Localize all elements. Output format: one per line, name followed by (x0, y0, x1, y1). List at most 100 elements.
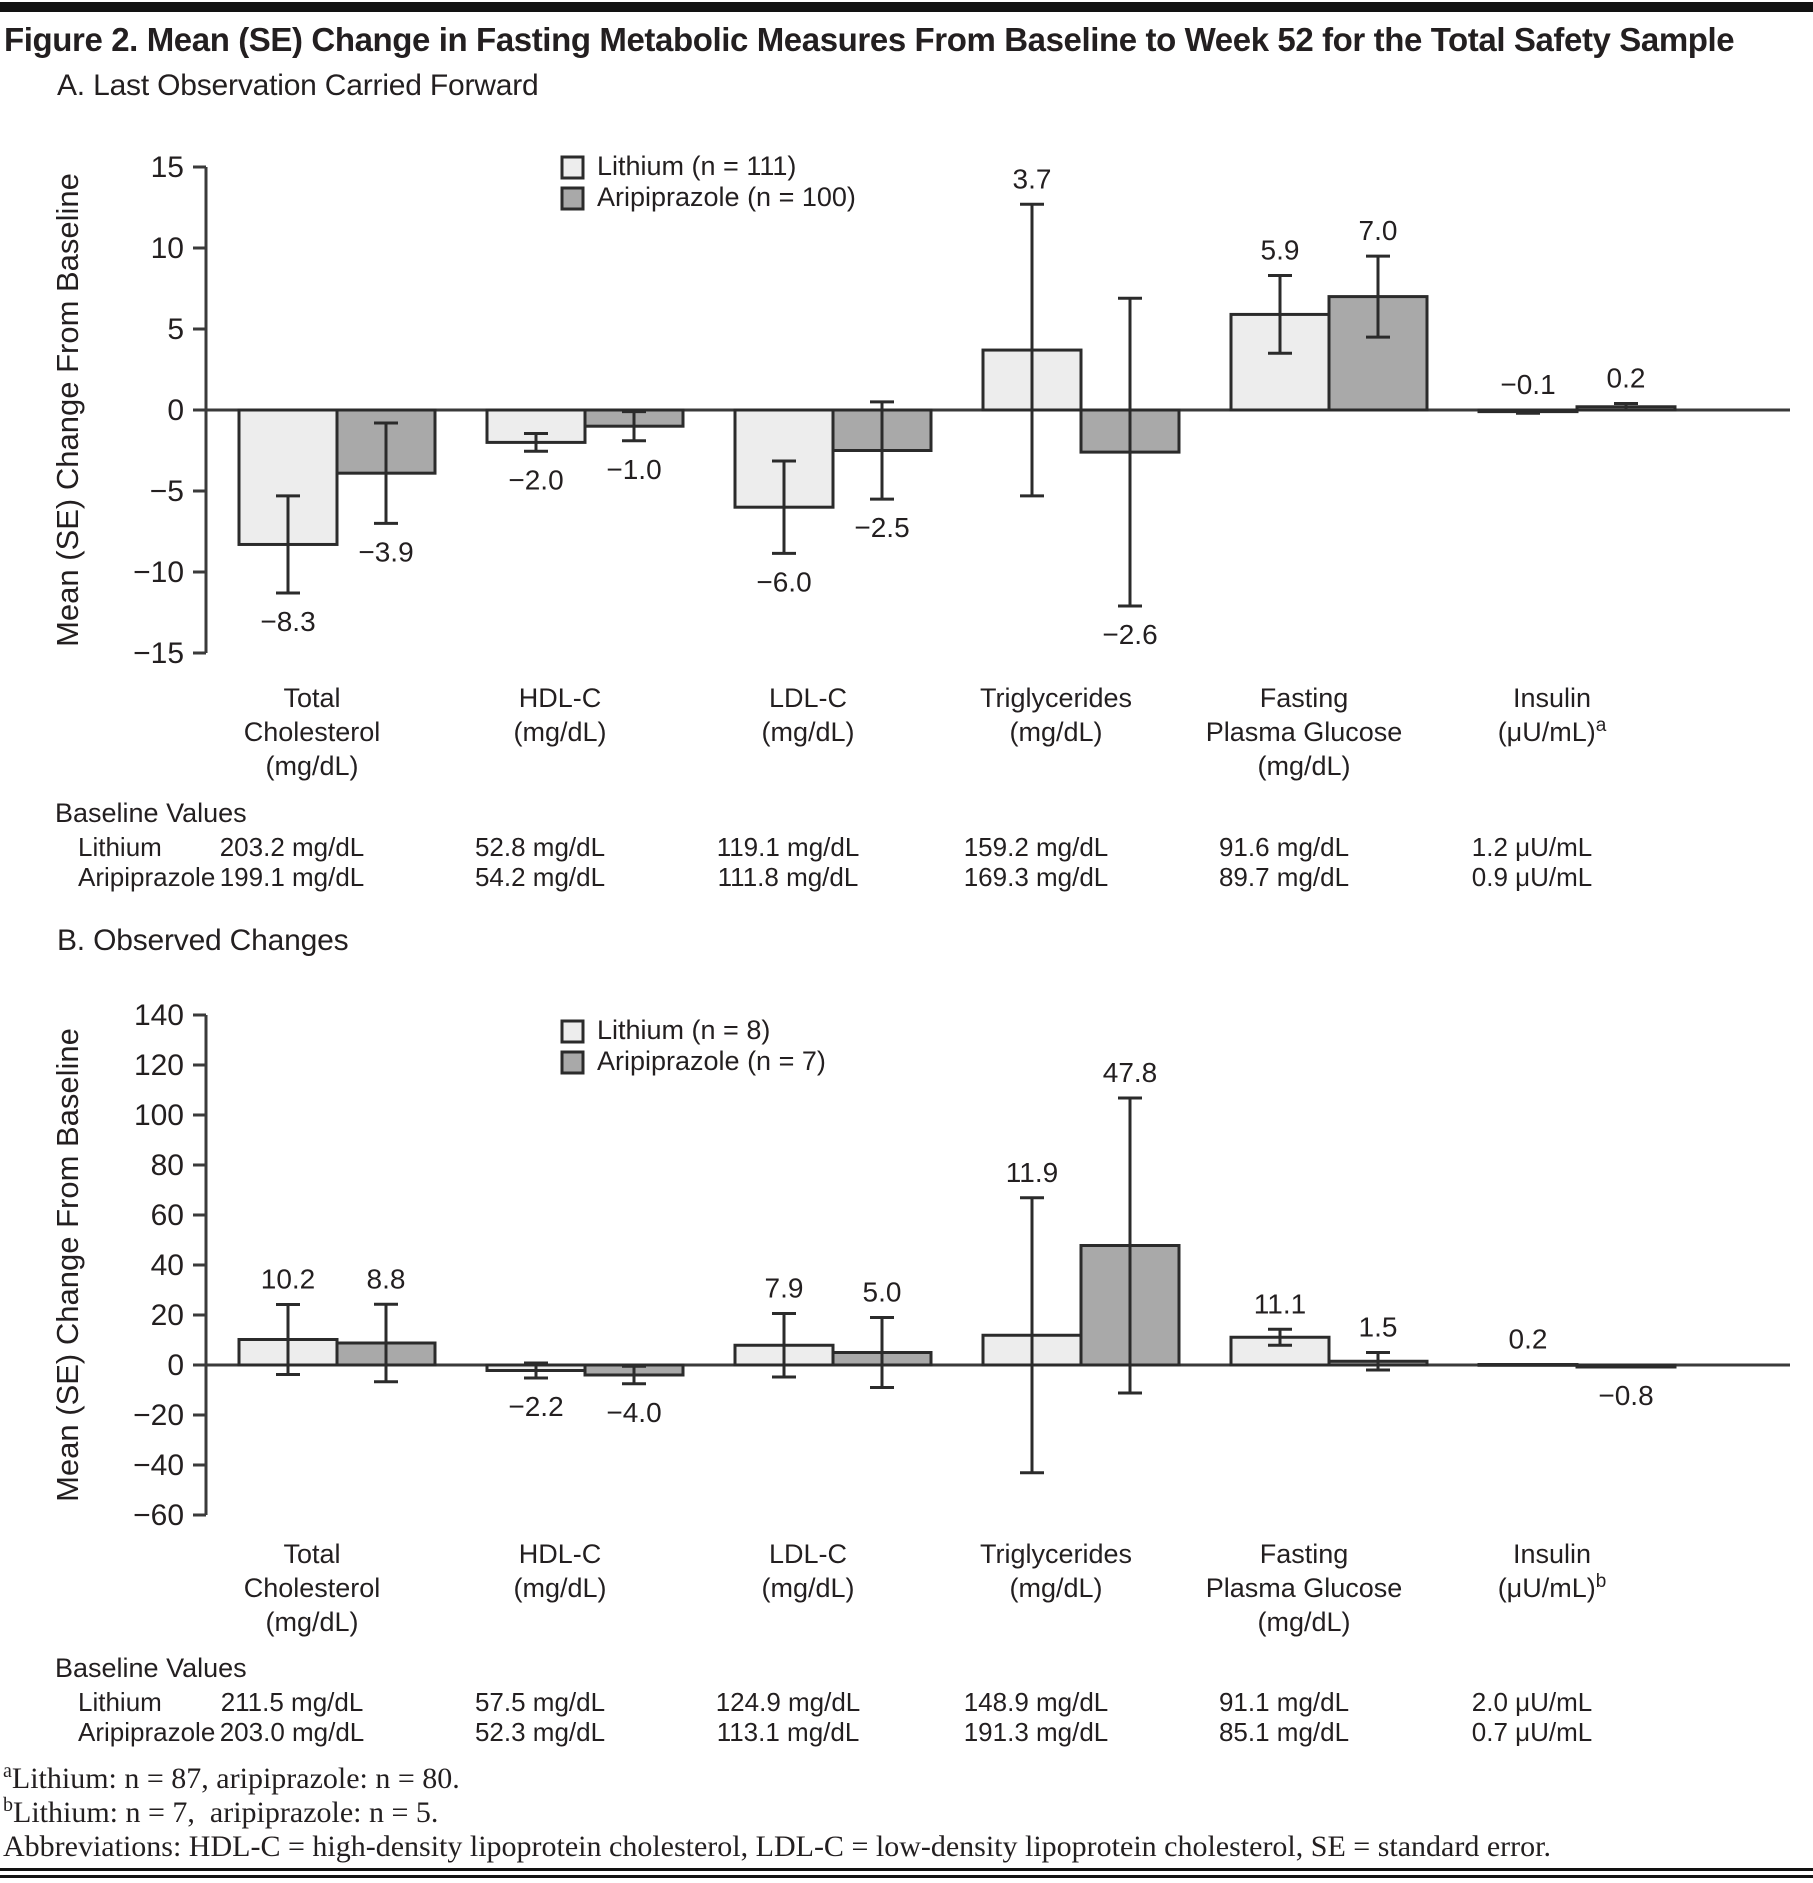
legend-swatch-lithium (560, 1019, 585, 1044)
figure-title: Figure 2. Mean (SE) Change in Fasting Me… (4, 21, 1735, 58)
y-axis-title: Mean (SE) Change From Baseline (50, 173, 85, 647)
panel-a-chart: 15 10 5 0 −5 −10 −15 Mean (SE) Change From Base… (50, 151, 1790, 781)
footnote-a-text: Lithium: n = 87, aripiprazole: n = 80. (11, 1762, 460, 1795)
value-label: −8.3 (260, 606, 315, 637)
category-label: (mg/dL) (1257, 751, 1350, 781)
category-label: Total (283, 683, 340, 713)
value-label: −2.0 (508, 464, 563, 495)
value-label: 5.0 (863, 1277, 902, 1308)
legend-label: Lithium (n = 111) (597, 151, 796, 181)
bar-lithium (1477, 1363, 1579, 1367)
top-rule (0, 2, 1813, 12)
baseline-value: 111.8 mg/dL (717, 862, 859, 892)
footnote-a: aLithium: n = 87, aripiprazole: n = 80. (3, 1760, 460, 1796)
value-label: 10.2 (261, 1264, 316, 1295)
category-label: HDL-C (519, 683, 602, 713)
category-label: (mg/dL) (1257, 1607, 1350, 1637)
category-label: (mg/dL) (265, 1607, 358, 1637)
value-label: 7.9 (765, 1273, 804, 1304)
baseline-value: 199.1 mg/dL (219, 862, 365, 892)
category-label: Triglycerides (980, 1539, 1132, 1569)
value-label: 0.2 (1607, 363, 1646, 394)
category-label: Plasma Glucose (1206, 1573, 1403, 1603)
y-axis-title: Mean (SE) Change From Baseline (50, 1028, 85, 1502)
baseline-value: 85.1 mg/dL (1218, 1717, 1350, 1747)
value-label: 7.0 (1359, 215, 1398, 246)
legend-label: Aripiprazole (n = 7) (597, 1046, 826, 1076)
baseline-value: 124.9 mg/dL (715, 1687, 861, 1717)
baseline-value: 1.2 μU/mL (1471, 832, 1593, 862)
panel-a-baseline-table: Baseline Values Lithium 203.2 mg/dL 52.8 mg… (0, 798, 1813, 898)
y-tick-label: 10 (151, 232, 184, 265)
category-label: (mg/dL) (513, 1573, 606, 1603)
y-tick-label: −15 (133, 637, 184, 670)
category-label: Triglycerides (980, 683, 1132, 713)
value-label: 1.5 (1359, 1312, 1398, 1343)
category-label: (mg/dL) (513, 717, 606, 747)
y-tick-label: 20 (151, 1299, 184, 1332)
y-tick-label: 0 (167, 394, 184, 427)
baseline-row-label: Lithium (78, 1687, 162, 1717)
baseline-value: 191.3 mg/dL (963, 1717, 1109, 1747)
y-tick-label: −10 (133, 556, 184, 589)
category-label: (mg/dL) (1009, 717, 1102, 747)
value-label: −6.0 (756, 566, 811, 597)
baseline-row-label: Aripiprazole (78, 1717, 216, 1747)
baseline-value: 2.0 μU/mL (1471, 1687, 1593, 1717)
category-label: Plasma Glucose (1206, 717, 1403, 747)
value-label: 3.7 (1013, 163, 1052, 194)
bar-aripiprazole (1575, 1363, 1677, 1369)
y-tick-label: 40 (151, 1249, 184, 1282)
baseline-values-heading: Baseline Values (55, 1653, 247, 1683)
category-label: Insulin (1513, 1539, 1591, 1569)
category-label: LDL-C (769, 1539, 847, 1569)
legend-label: Aripiprazole (n = 100) (597, 182, 856, 212)
baseline-value: 211.5 mg/dL (220, 1687, 364, 1717)
y-tick-label: −40 (133, 1449, 184, 1482)
value-label: −0.8 (1598, 1380, 1653, 1411)
legend-swatch-aripiprazole (560, 1050, 585, 1075)
category-label: Insulin (1513, 683, 1591, 713)
y-tick-label: 80 (151, 1149, 184, 1182)
panel-b-header: B. Observed Changes (57, 924, 349, 957)
baseline-value: 159.2 mg/dL (963, 832, 1109, 862)
footnote-b: bLithium: n = 7, aripiprazole: n = 5. (3, 1794, 438, 1830)
footnote-a-marker: a (3, 1760, 12, 1782)
abbreviations-text: Abbreviations: HDL-C = high-density lipo… (3, 1830, 1551, 1863)
baseline-value: 119.1 mg/dL (716, 832, 860, 862)
legend-swatch-lithium (560, 155, 585, 180)
baseline-row-aripiprazole: Aripiprazole 203.0 mg/dL 52.3 mg/dL 113.1 m… (0, 1717, 1813, 1747)
panel-b-baseline-table: Baseline Values Lithium 211.5 mg/dL 57.5 mg… (0, 1653, 1813, 1753)
value-label: −2.6 (1102, 619, 1157, 650)
value-label: −0.1 (1500, 369, 1555, 400)
baseline-value: 52.8 mg/dL (474, 832, 606, 862)
y-tick-label: −60 (133, 1499, 184, 1532)
legend-swatch-aripiprazole (560, 186, 585, 211)
value-label: 8.8 (367, 1263, 406, 1294)
value-label: 11.9 (1006, 1157, 1058, 1188)
baseline-value: 148.9 mg/dL (963, 1687, 1109, 1717)
baseline-value: 0.7 μU/mL (1471, 1717, 1593, 1747)
category-label: Fasting (1260, 1539, 1349, 1569)
y-tick-label: 60 (151, 1199, 184, 1232)
value-label: 47.8 (1103, 1057, 1158, 1088)
value-label: 0.2 (1509, 1324, 1548, 1355)
baseline-value: 169.3 mg/dL (963, 862, 1109, 892)
panel-a-header: A. Last Observation Carried Forward (57, 69, 539, 102)
value-label: −3.9 (358, 536, 413, 567)
baseline-value: 203.2 mg/dL (219, 832, 365, 862)
bottom-rule (0, 1868, 1813, 1878)
category-label: (μU/mL)a (1498, 715, 1607, 747)
footnote-b-text: Lithium: n = 7, aripiprazole: n = 5. (13, 1796, 439, 1829)
value-label: −2.2 (508, 1391, 563, 1422)
category-label: Cholesterol (244, 717, 381, 747)
baseline-value: 52.3 mg/dL (474, 1717, 606, 1747)
legend-label: Lithium (n = 8) (597, 1015, 770, 1045)
category-label: LDL-C (769, 683, 847, 713)
y-tick-label: 0 (167, 1349, 184, 1382)
y-tick-label: 5 (167, 313, 184, 346)
footnote-b-marker: b (3, 1794, 13, 1816)
category-label: HDL-C (519, 1539, 602, 1569)
y-tick-label: −20 (133, 1399, 184, 1432)
